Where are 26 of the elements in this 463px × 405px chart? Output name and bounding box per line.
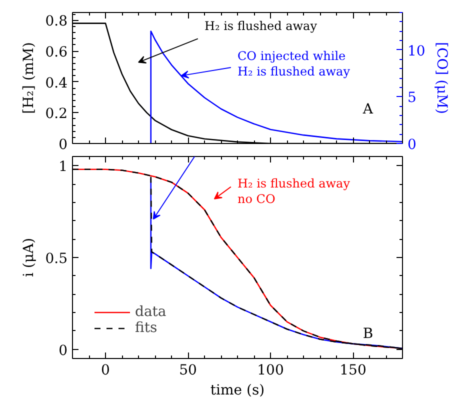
legend-label: fits (135, 320, 158, 336)
y-tick-label: 0.8 (45, 14, 68, 30)
y-tick-label: 0 (58, 342, 68, 359)
y2-tick-label: 10 (408, 43, 426, 60)
y2-tick-label: 0 (408, 137, 416, 153)
y-axis-title: [H₂] (mM) (21, 42, 38, 114)
y-axis-title: i (μA) (21, 238, 38, 278)
y-tick-label: 0.5 (45, 251, 68, 267)
y-tick-label: 0.6 (45, 44, 68, 61)
y-tick-label: 1 (58, 159, 68, 176)
y-tick-label: 0 (58, 137, 68, 153)
annotation: H₂ is flushed away (204, 19, 318, 34)
y-tick-label: 0.2 (45, 106, 68, 122)
y2-tick-label: 5 (408, 90, 416, 106)
annotation: CO injected while H₂ is flushed away (238, 49, 350, 79)
x-tick-label: 50 (179, 362, 197, 378)
y-tick-label: 0.4 (45, 75, 68, 92)
x-tick-label: 0 (101, 362, 110, 378)
annotation: H₂ is flushed away no CO (238, 176, 350, 206)
legend-label: data (135, 304, 166, 320)
y2-axis-title: [CO] (μM) (433, 42, 450, 114)
annotation: A (362, 102, 374, 118)
x-tick-label: 100 (257, 362, 284, 378)
x-axis-title: time (s) (210, 382, 265, 398)
annotation: B (362, 326, 374, 342)
x-tick-label: 150 (340, 362, 366, 378)
